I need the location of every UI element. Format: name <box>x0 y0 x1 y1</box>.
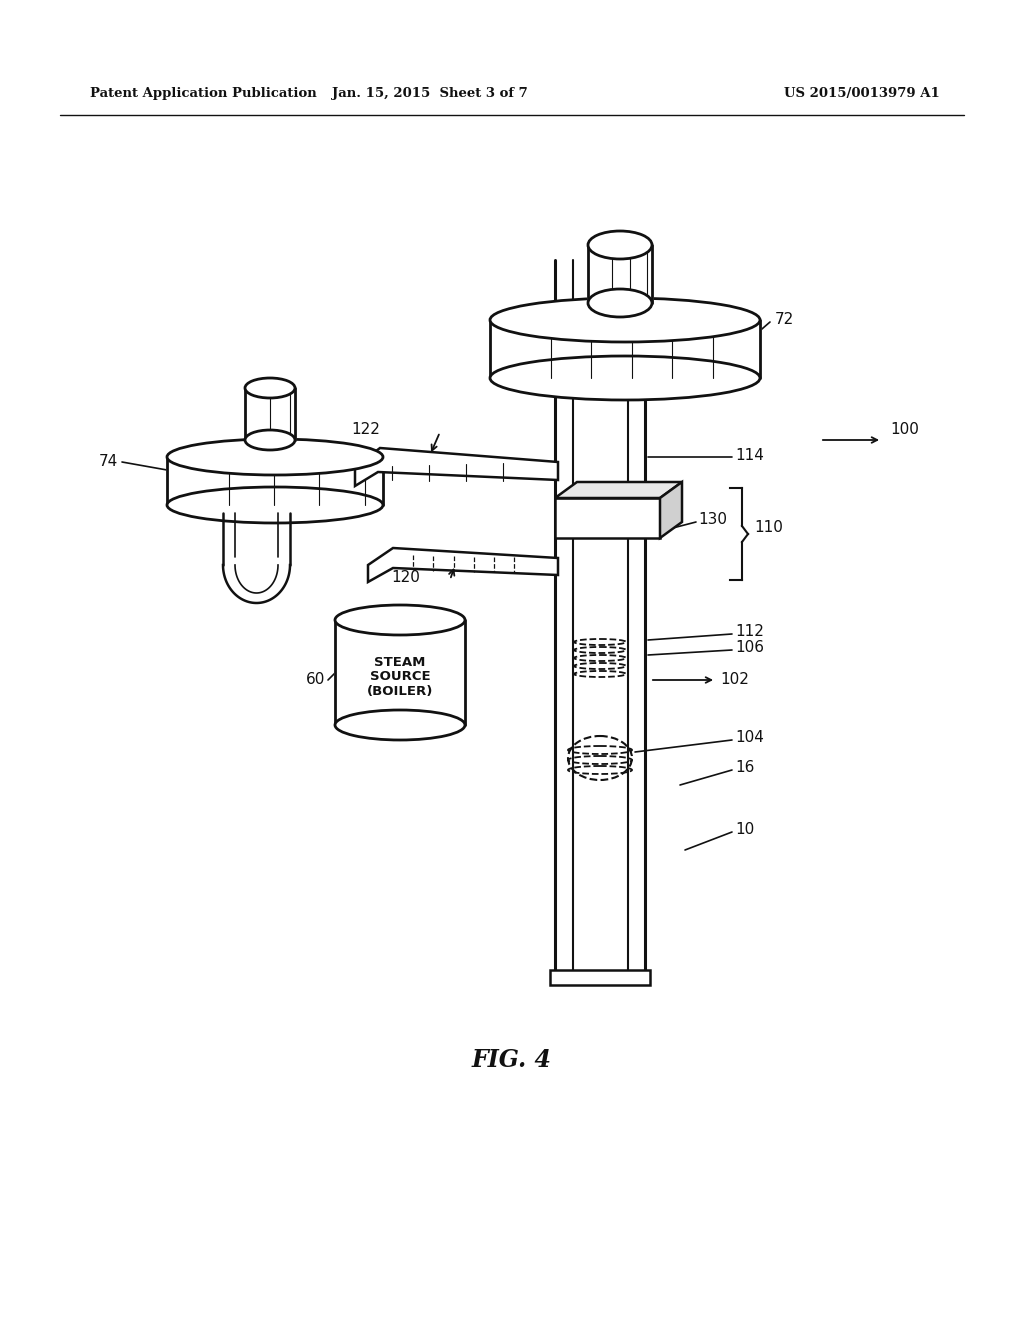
Text: 60: 60 <box>305 672 325 688</box>
Text: US 2015/0013979 A1: US 2015/0013979 A1 <box>784 87 940 100</box>
Polygon shape <box>555 482 682 498</box>
Text: 74: 74 <box>98 454 118 470</box>
Ellipse shape <box>167 487 383 523</box>
Text: Jan. 15, 2015  Sheet 3 of 7: Jan. 15, 2015 Sheet 3 of 7 <box>332 87 528 100</box>
Polygon shape <box>245 388 295 440</box>
Text: 120: 120 <box>391 570 420 586</box>
Text: 72: 72 <box>775 313 795 327</box>
Text: Patent Application Publication: Patent Application Publication <box>90 87 316 100</box>
Polygon shape <box>223 513 290 603</box>
Polygon shape <box>555 498 660 539</box>
Text: 130: 130 <box>698 512 727 528</box>
Ellipse shape <box>167 440 383 475</box>
Polygon shape <box>335 620 465 725</box>
Text: 112: 112 <box>735 624 764 639</box>
Text: 106: 106 <box>735 640 764 656</box>
Text: 122: 122 <box>351 422 380 437</box>
Text: 16: 16 <box>735 760 755 776</box>
Ellipse shape <box>335 605 465 635</box>
Text: 102: 102 <box>720 672 749 688</box>
Text: 10: 10 <box>735 822 755 837</box>
Ellipse shape <box>335 710 465 741</box>
Polygon shape <box>550 970 650 985</box>
Polygon shape <box>660 482 682 539</box>
Polygon shape <box>490 319 760 378</box>
Polygon shape <box>368 548 558 582</box>
Text: 114: 114 <box>735 447 764 462</box>
Ellipse shape <box>588 289 652 317</box>
Polygon shape <box>355 447 558 486</box>
Ellipse shape <box>245 378 295 399</box>
Ellipse shape <box>245 430 295 450</box>
Text: 104: 104 <box>735 730 764 746</box>
Ellipse shape <box>490 356 760 400</box>
Text: STEAM
SOURCE
(BOILER): STEAM SOURCE (BOILER) <box>367 656 433 698</box>
Polygon shape <box>588 246 652 304</box>
Ellipse shape <box>490 298 760 342</box>
Text: 100: 100 <box>890 422 919 437</box>
Text: FIG. 4: FIG. 4 <box>472 1048 552 1072</box>
Text: 110: 110 <box>754 520 783 536</box>
Polygon shape <box>167 457 383 506</box>
Ellipse shape <box>588 231 652 259</box>
